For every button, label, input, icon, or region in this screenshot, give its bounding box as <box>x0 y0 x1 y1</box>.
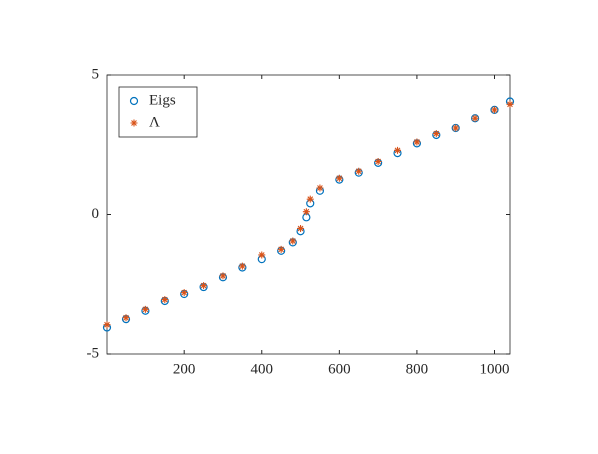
x-tick-label: 200 <box>173 361 196 377</box>
point <box>141 305 149 313</box>
y-tick-label: 0 <box>92 206 100 222</box>
x-tick-label: 800 <box>406 361 429 377</box>
x-tick-label: 1000 <box>479 361 509 377</box>
legend-label: Eigs <box>149 92 176 108</box>
point <box>289 237 297 245</box>
x-tick-label: 600 <box>328 361 351 377</box>
point <box>413 138 421 146</box>
point <box>471 114 479 122</box>
point <box>316 184 324 192</box>
point <box>452 124 460 132</box>
point <box>277 245 285 253</box>
y-tick-label: 5 <box>92 66 100 82</box>
point <box>335 174 343 182</box>
legend-box <box>118 86 198 138</box>
point <box>297 224 305 232</box>
point <box>374 157 382 165</box>
point <box>306 195 314 203</box>
point <box>258 251 266 259</box>
point <box>161 296 169 304</box>
legend-marker <box>129 96 139 106</box>
point <box>394 146 402 154</box>
point <box>432 130 440 138</box>
legend-label: Λ <box>149 114 160 130</box>
point <box>200 282 208 290</box>
point <box>122 314 130 322</box>
point <box>355 167 363 175</box>
y-tick-label: -5 <box>87 345 100 361</box>
point <box>302 208 310 216</box>
point <box>490 106 498 114</box>
point <box>103 321 111 329</box>
legend-marker <box>130 119 138 127</box>
x-tick-label: 400 <box>251 361 274 377</box>
point <box>219 272 227 280</box>
point <box>238 262 246 270</box>
point <box>180 289 188 297</box>
point <box>506 100 514 108</box>
